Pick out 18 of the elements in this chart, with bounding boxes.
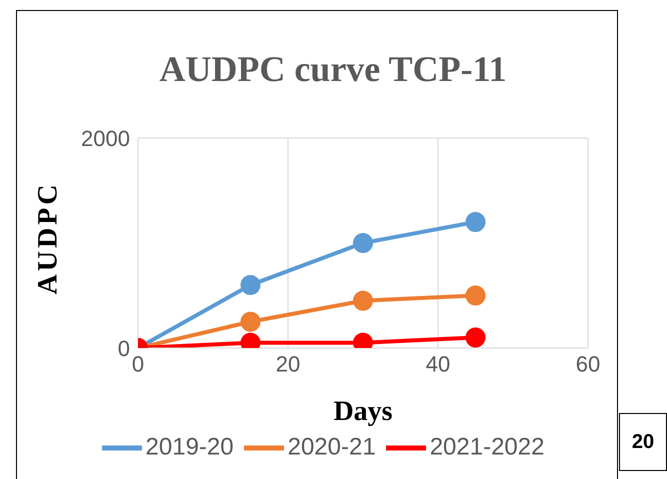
point bbox=[466, 212, 486, 232]
x-axis-title: Days bbox=[333, 396, 393, 427]
point bbox=[353, 290, 373, 311]
text: 20 bbox=[619, 413, 667, 471]
legend-label: 2019-20 bbox=[146, 433, 234, 460]
legend-label: 2020-21 bbox=[288, 433, 376, 460]
y-tick-label: 2000 bbox=[81, 126, 130, 151]
chart-title: AUDPC curve TCP-11 bbox=[158, 48, 508, 90]
point bbox=[466, 286, 486, 306]
point bbox=[240, 275, 260, 295]
point bbox=[353, 233, 373, 253]
point bbox=[466, 328, 486, 348]
y-axis-title: AUDPC bbox=[32, 182, 64, 294]
point bbox=[240, 312, 260, 332]
x-tick-label: 20 bbox=[276, 352, 300, 377]
legend-label: 2021-2022 bbox=[430, 433, 544, 460]
x-tick-label: 60 bbox=[576, 352, 600, 377]
x-tick-label: 40 bbox=[426, 352, 450, 377]
